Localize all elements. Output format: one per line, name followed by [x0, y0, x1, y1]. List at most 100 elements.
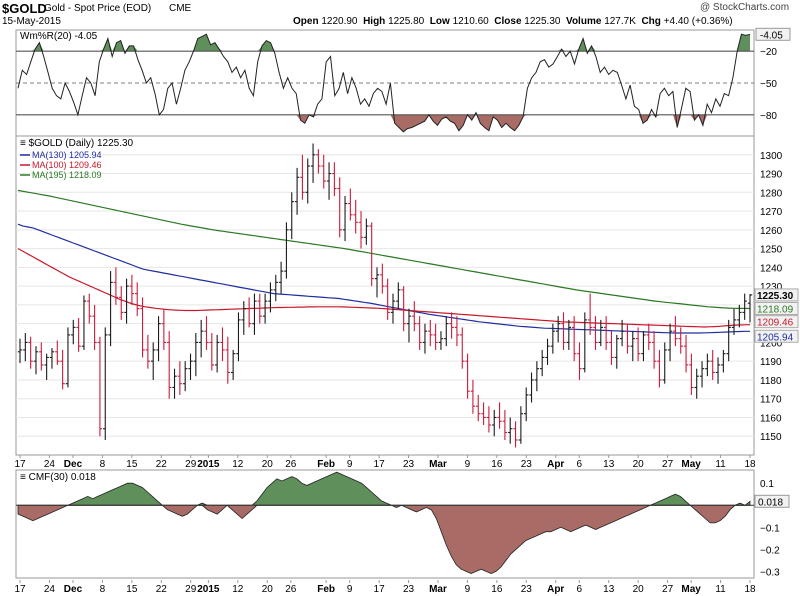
ohlc-bar	[662, 342, 667, 384]
ohlc-bar	[742, 293, 747, 320]
ohlc-bar	[417, 316, 422, 350]
ohlc-bar	[252, 293, 257, 335]
ohlc-bar	[310, 143, 316, 183]
x-tick-label: 9	[465, 584, 471, 595]
ohlc-bar	[502, 409, 508, 440]
ohlc-bar	[92, 304, 97, 350]
description: Gold - Spot Price (EOD)	[44, 3, 152, 14]
ma100-tag-box	[754, 315, 799, 329]
exchange: CME	[169, 3, 192, 14]
ohlc-bar	[401, 286, 406, 332]
ma130-tag: 1205.94	[754, 329, 799, 343]
quote-bar: Open 1220.90 High 1225.80 Low 1210.60 Cl…	[293, 16, 733, 27]
chg-value: +4.40 (+0.36%)	[663, 16, 733, 27]
ohlc-bar	[550, 323, 556, 354]
ohlc-bar	[444, 316, 449, 347]
ma100-tag: 1209.46	[754, 315, 799, 329]
x-tick-label: 23	[403, 459, 415, 470]
x-tick-label: 24	[44, 459, 56, 470]
ohlc-bar	[582, 312, 588, 373]
ohlc-bar	[204, 316, 209, 350]
price-tick-label: 1290	[760, 170, 783, 181]
ohlc-bar	[614, 334, 619, 369]
ohlc-bar	[721, 349, 726, 373]
ohlc-bar	[76, 318, 81, 352]
ohlc-bar	[17, 338, 23, 364]
ohlc-bar	[97, 336, 103, 437]
x-tick-label: 23	[521, 459, 533, 470]
ohlc-bar	[119, 286, 124, 320]
ohlc-bar	[705, 353, 710, 377]
williams-r-line	[17, 33, 751, 133]
cmf-tick-label: −0.2	[760, 545, 780, 556]
ohlc-bar	[571, 316, 577, 362]
x-tick-label: Apr	[547, 459, 564, 470]
ohlc-bar	[188, 353, 193, 380]
wr-value-tag: -4.05	[755, 27, 791, 41]
x-tick-label: 8	[100, 584, 106, 595]
ohlc-bar	[513, 421, 518, 448]
ma-line-1	[17, 248, 751, 328]
chg-label: Chg	[641, 16, 661, 27]
x-tick-label: 24	[44, 584, 56, 595]
ma130-tag-box	[754, 329, 799, 343]
ohlc-bar	[481, 402, 486, 425]
x-tick-label: May	[681, 584, 701, 595]
ohlc-bar	[566, 319, 572, 350]
price-tick-label: 1150	[760, 432, 782, 443]
price-tick-label: 1260	[760, 226, 783, 237]
ohlc-bar	[358, 211, 364, 249]
ohlc-bar	[497, 402, 502, 429]
high-label: High	[363, 16, 386, 27]
ohlc-bar	[55, 340, 60, 365]
x-tick-label: 17	[14, 584, 26, 595]
ohlc-bar	[635, 327, 641, 362]
ohlc-bar	[476, 394, 481, 422]
x-tick-label: 8	[100, 459, 106, 470]
ohlc-bar	[39, 342, 44, 371]
ohlc-bar	[518, 406, 524, 444]
ohlc-bar	[593, 316, 598, 350]
x-tick-label: 20	[633, 584, 645, 595]
ohlc-bar	[603, 316, 609, 350]
ma195-tag-label: 1218.09	[757, 304, 794, 315]
volume-value: 127.7K	[604, 16, 636, 27]
ohlc-bar	[683, 334, 689, 373]
ohlc-bar	[422, 323, 428, 354]
cmf-panel: 0.1 −0.1 −0.2 −0.3 0.018 ≡ CMF(30) 0.018	[15, 469, 790, 579]
price-tag-box	[754, 288, 799, 302]
wr-value-tag-box	[755, 27, 791, 41]
cmf-tick-label: 0.1	[760, 479, 774, 490]
ohlc-bar	[241, 301, 246, 335]
x-tick-label: Feb	[317, 459, 335, 470]
ohlc-bar	[678, 327, 683, 354]
ohlc-bar	[545, 338, 550, 365]
x-tick-label: Dec	[64, 584, 83, 595]
price-tag: 1225.30	[754, 288, 799, 302]
ohlc-bar	[348, 188, 353, 221]
chart-header: $GOLD Gold - Spot Price (EOD) CME 15-May…	[0, 0, 800, 30]
oversold-fill	[18, 114, 750, 132]
ohlc-bar	[342, 196, 348, 242]
ohlc-bar	[278, 261, 284, 294]
ohlc-bar	[44, 353, 49, 380]
x-tick-label: 9	[347, 459, 353, 470]
price-tick-label: 1190	[760, 357, 782, 368]
ohlc-bar	[353, 199, 358, 234]
open-label: Open	[293, 16, 319, 27]
x-tick-label: 13	[603, 459, 615, 470]
ohlc-bar	[492, 409, 497, 437]
ohlc-bar	[598, 319, 604, 347]
price-tick-label: 1280	[760, 188, 783, 199]
williams-r-panel: −20 −50 −80 -4.05 Wm%R(20) -4.05	[15, 27, 791, 137]
ohlc-bar	[23, 333, 28, 362]
close-value: 1225.30	[524, 16, 561, 27]
cmf-tick-label: −0.1	[760, 523, 780, 534]
ohlc-bar	[428, 319, 433, 347]
chart-date: 15-May-2015	[2, 16, 61, 27]
ohlc-bar	[369, 222, 374, 287]
ohlc-bar	[454, 316, 460, 347]
price-tick-label: 1270	[760, 207, 783, 218]
ohlc-bar	[145, 334, 151, 369]
x-tick-label: Mar	[429, 584, 447, 595]
